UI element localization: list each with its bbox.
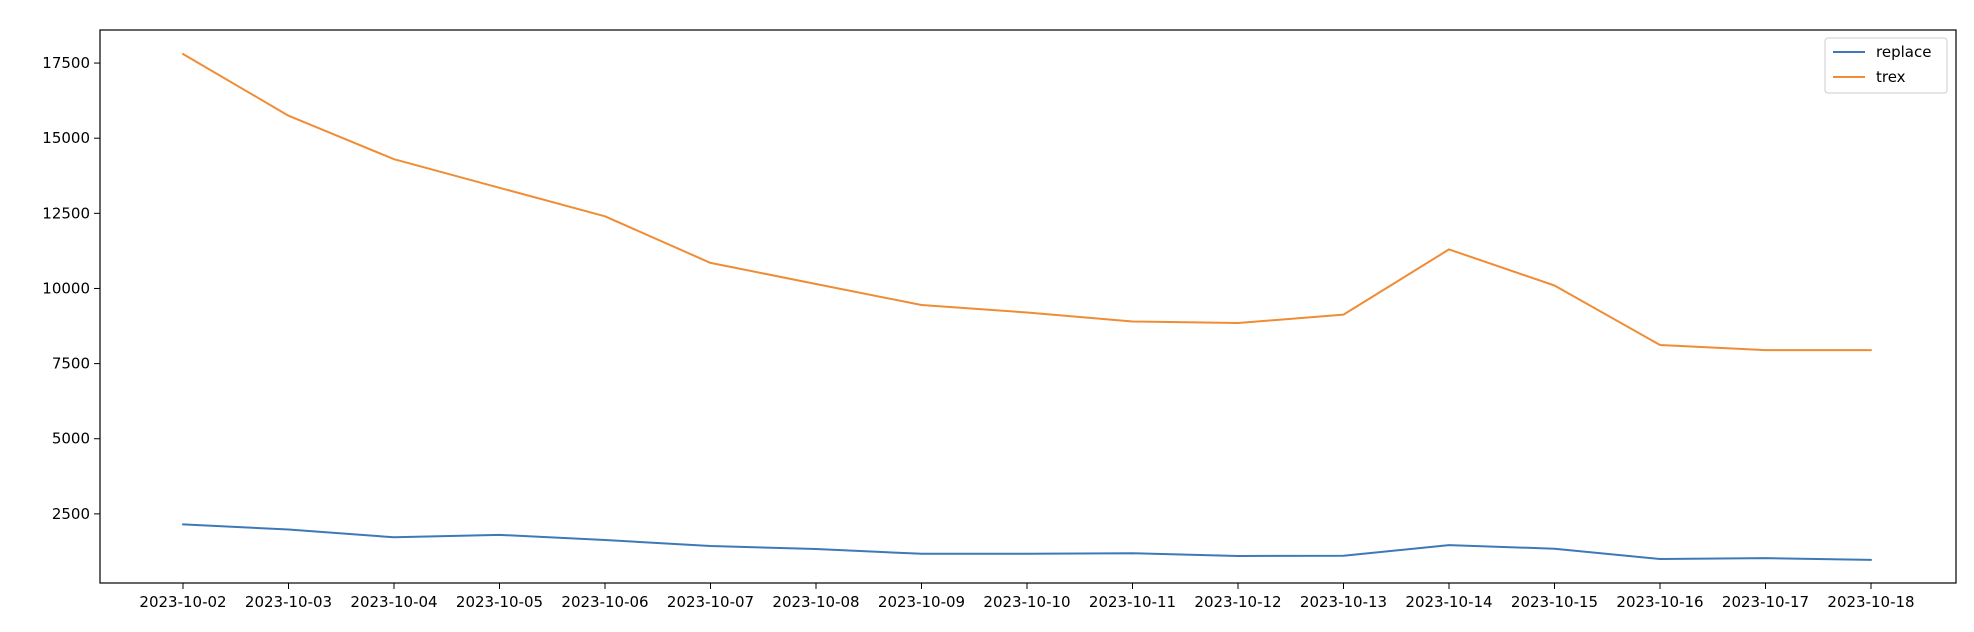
x-axis: 2023-10-02 2023-10-03 2023-10-04 2023-10-05… xyxy=(139,583,1915,611)
x-tick-label: 2023-10-10 xyxy=(983,593,1070,611)
series-line-trex xyxy=(182,53,1872,352)
x-tick-label: 2023-10-14 xyxy=(1405,593,1492,611)
legend: replace trex xyxy=(1824,37,1948,94)
x-tick-label: 2023-10-03 xyxy=(245,593,332,611)
y-tick-label: 15000 xyxy=(42,129,90,147)
x-tick-label: 2023-10-08 xyxy=(772,593,859,611)
legend-label-trex: trex xyxy=(1876,68,1906,86)
y-tick-label: 17500 xyxy=(42,54,90,72)
y-axis: 2500 5000 7500 10000 12500 15000 17500 xyxy=(42,54,100,523)
y-tick-label: 10000 xyxy=(42,279,90,297)
y-tick-label: 7500 xyxy=(52,355,90,373)
x-tick-label: 2023-10-17 xyxy=(1722,593,1809,611)
x-tick-label: 2023-10-12 xyxy=(1194,593,1281,611)
x-tick-label: 2023-10-15 xyxy=(1511,593,1598,611)
y-tick-label: 12500 xyxy=(42,204,90,222)
x-tick-label: 2023-10-13 xyxy=(1300,593,1387,611)
x-tick-label: 2023-10-18 xyxy=(1827,593,1914,611)
x-tick-label: 2023-10-07 xyxy=(667,593,754,611)
legend-label-replace: replace xyxy=(1876,43,1931,61)
x-tick-label: 2023-10-02 xyxy=(139,593,226,611)
plot-area xyxy=(99,29,1957,584)
x-tick-label: 2023-10-09 xyxy=(878,593,965,611)
series-lines xyxy=(182,53,1872,561)
x-tick-label: 2023-10-06 xyxy=(561,593,648,611)
series-line-replace xyxy=(182,523,1872,561)
x-tick-label: 2023-10-11 xyxy=(1089,593,1176,611)
x-tick-label: 2023-10-04 xyxy=(350,593,437,611)
y-tick-label: 5000 xyxy=(52,430,90,448)
x-tick-label: 2023-10-16 xyxy=(1616,593,1703,611)
y-tick-label: 2500 xyxy=(52,505,90,523)
x-tick-label: 2023-10-05 xyxy=(456,593,543,611)
